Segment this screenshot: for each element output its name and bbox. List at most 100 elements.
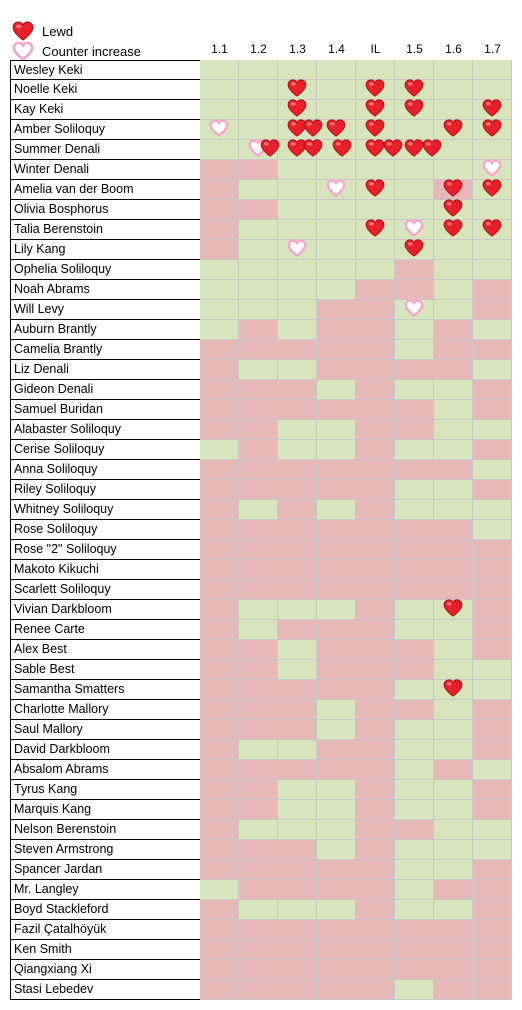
status-cell-green bbox=[278, 100, 317, 120]
status-cell-green bbox=[278, 180, 317, 200]
status-cell-red bbox=[239, 960, 278, 980]
status-cell-red bbox=[395, 940, 434, 960]
status-cell-green bbox=[200, 300, 239, 320]
status-cell-red bbox=[356, 720, 395, 740]
status-cell-green bbox=[473, 520, 512, 540]
status-cell-red bbox=[200, 600, 239, 620]
status-cell-green bbox=[239, 80, 278, 100]
status-cell-green bbox=[317, 600, 356, 620]
status-cell-green bbox=[395, 60, 434, 80]
column-headers: 1.1 1.2 1.3 1.4 IL 1.5 1.6 1.7 bbox=[200, 42, 512, 60]
status-cell-green bbox=[200, 260, 239, 280]
status-cell-red bbox=[239, 760, 278, 780]
status-cell-red bbox=[200, 380, 239, 400]
status-cell-green bbox=[239, 220, 278, 240]
status-cell-green bbox=[356, 180, 395, 200]
table-row: Summer Denali bbox=[10, 139, 512, 160]
status-cell-green bbox=[395, 100, 434, 120]
status-cell-red bbox=[317, 360, 356, 380]
status-cell-red bbox=[317, 880, 356, 900]
status-cell-green bbox=[239, 300, 278, 320]
status-cell-red bbox=[356, 460, 395, 480]
character-name: Wesley Keki bbox=[10, 60, 204, 80]
status-cell-green bbox=[434, 280, 473, 300]
status-cell-green bbox=[200, 880, 239, 900]
status-cell-green bbox=[278, 160, 317, 180]
character-name: Auburn Brantly bbox=[10, 320, 204, 340]
status-cell-green bbox=[395, 300, 434, 320]
status-cell-green bbox=[278, 240, 317, 260]
status-cell-green bbox=[239, 820, 278, 840]
status-cell-green bbox=[473, 220, 512, 240]
status-cell-red bbox=[278, 720, 317, 740]
status-cell-green bbox=[356, 160, 395, 180]
character-name: Charlotte Mallory bbox=[10, 700, 204, 720]
status-cell-green bbox=[278, 820, 317, 840]
status-cell-green bbox=[473, 80, 512, 100]
column-header: 1.1 bbox=[211, 42, 228, 56]
status-cell-red bbox=[434, 520, 473, 540]
status-cell-red bbox=[200, 720, 239, 740]
character-name: Samantha Smatters bbox=[10, 680, 204, 700]
table-row: Charlotte Mallory bbox=[10, 700, 512, 720]
status-cell-green bbox=[317, 780, 356, 800]
status-cell-red bbox=[317, 920, 356, 940]
status-cell-red bbox=[473, 380, 512, 400]
status-cell-red bbox=[434, 360, 473, 380]
status-cell-green bbox=[395, 900, 434, 920]
status-cell-red bbox=[473, 900, 512, 920]
status-cell-red bbox=[473, 920, 512, 940]
legend-lewd: Lewd bbox=[12, 20, 73, 42]
status-cell-green bbox=[473, 760, 512, 780]
status-cell-red bbox=[317, 300, 356, 320]
status-cell-green bbox=[434, 900, 473, 920]
status-cell-green bbox=[395, 720, 434, 740]
status-cell-red bbox=[356, 580, 395, 600]
table-row: Absalom Abrams bbox=[10, 760, 512, 780]
status-cell-red bbox=[239, 160, 278, 180]
status-cell-red bbox=[239, 560, 278, 580]
status-cell-green bbox=[239, 500, 278, 520]
status-cell-red bbox=[317, 960, 356, 980]
status-cell-red bbox=[395, 400, 434, 420]
status-cell-green bbox=[317, 500, 356, 520]
status-cell-red bbox=[200, 800, 239, 820]
status-cell-green bbox=[434, 60, 473, 80]
status-cell-red bbox=[473, 480, 512, 500]
table-row: Kay Keki bbox=[10, 99, 512, 120]
status-cell-green bbox=[317, 60, 356, 80]
character-name: Absalom Abrams bbox=[10, 760, 204, 780]
character-name: Cerise Soliloquy bbox=[10, 440, 204, 460]
status-cell-red bbox=[278, 700, 317, 720]
status-cell-red bbox=[473, 440, 512, 460]
status-cell-green bbox=[317, 720, 356, 740]
status-cell-red bbox=[356, 980, 395, 1000]
status-cell-red bbox=[356, 600, 395, 620]
character-name: Saul Mallory bbox=[10, 720, 204, 740]
status-cell-red bbox=[239, 860, 278, 880]
status-cell-red bbox=[473, 860, 512, 880]
status-cell-red bbox=[278, 480, 317, 500]
status-cell-red bbox=[434, 920, 473, 940]
status-cell-red bbox=[356, 740, 395, 760]
character-name: Rose "2" Soliloquy bbox=[10, 540, 204, 560]
table-row: Tyrus Kang bbox=[10, 780, 512, 800]
status-cell-green bbox=[278, 80, 317, 100]
status-cell-green bbox=[395, 740, 434, 760]
table-row: Marquis Kang bbox=[10, 800, 512, 820]
status-cell-green bbox=[434, 780, 473, 800]
character-name: Alabaster Soliloquy bbox=[10, 420, 204, 440]
status-cell-red bbox=[473, 980, 512, 1000]
status-cell-red bbox=[278, 540, 317, 560]
status-cell-red bbox=[200, 960, 239, 980]
table-row: Rose Soliloquy bbox=[10, 520, 512, 540]
character-name: Riley Soliloquy bbox=[10, 480, 204, 500]
status-cell-green bbox=[434, 480, 473, 500]
lewd-heart-icon bbox=[12, 21, 34, 41]
status-cell-red bbox=[356, 440, 395, 460]
status-cell-red bbox=[278, 580, 317, 600]
status-cell-red bbox=[200, 180, 239, 200]
status-cell-red bbox=[395, 640, 434, 660]
status-cell-red bbox=[239, 440, 278, 460]
status-cell-red bbox=[239, 400, 278, 420]
